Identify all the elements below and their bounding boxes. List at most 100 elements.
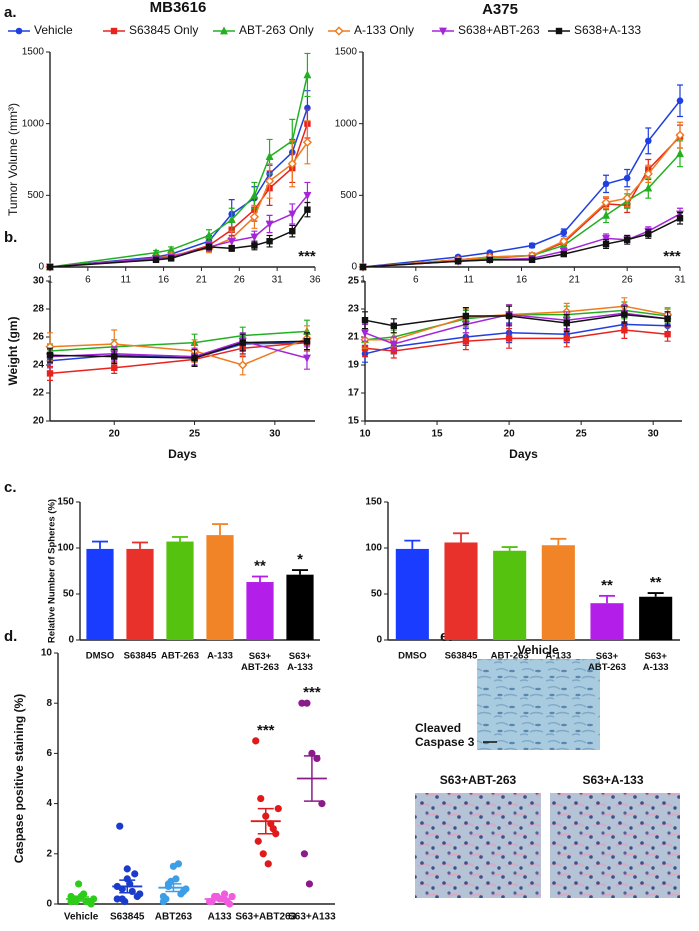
dot: [113, 895, 121, 903]
marker: [643, 169, 653, 179]
panel-label: b.: [4, 229, 17, 246]
text-line: ABT-263: [588, 661, 626, 672]
image-title: Vehicle: [517, 643, 559, 657]
y-tick-label: 150: [57, 497, 74, 508]
dot: [254, 837, 262, 845]
micrograph: [415, 793, 541, 898]
error-bar: [211, 896, 228, 901]
bar: [206, 535, 234, 640]
x-tick-label: 36: [309, 275, 321, 286]
marker: [239, 339, 246, 346]
annotation: **: [650, 574, 662, 591]
marker: [287, 159, 297, 169]
bar: [395, 548, 429, 640]
column-title: A375: [482, 1, 518, 18]
x-tick-label: S63845: [124, 651, 157, 662]
dot: [174, 860, 183, 868]
bar: [86, 548, 114, 640]
column-title: MB3616: [150, 0, 207, 16]
series-line: [362, 100, 681, 268]
marker: [676, 215, 684, 222]
dot: [131, 870, 139, 878]
y-tick-label: 0: [46, 899, 52, 910]
text-line: A-133: [287, 661, 313, 672]
marker: [251, 242, 258, 249]
marker: [602, 180, 610, 188]
marker: [389, 340, 398, 349]
marker: [560, 229, 568, 236]
annotation: *: [297, 551, 303, 568]
x-tick-label: A133: [208, 912, 232, 923]
legend-marker: [110, 27, 118, 35]
marker: [111, 364, 118, 371]
marker: [227, 215, 236, 224]
y-tick-label: 23: [348, 304, 360, 315]
y-tick-label: 8: [46, 698, 52, 709]
legend-marker: [555, 27, 563, 35]
x-tick-label: 6: [413, 275, 419, 286]
marker: [288, 210, 297, 219]
x-tick-label: S63+ A-133: [287, 651, 313, 673]
marker: [621, 326, 628, 334]
marker: [528, 256, 536, 264]
x-tick-label: S63+ABT263: [235, 912, 296, 923]
dot: [79, 890, 88, 898]
x-tick-label: S63+ ABT-263: [588, 651, 626, 673]
marker: [462, 312, 470, 320]
text-line: S63+: [289, 651, 312, 662]
marker: [602, 210, 611, 219]
marker: [454, 258, 462, 265]
legend-label: A-133 Only: [354, 23, 414, 37]
y-tick-label: 17: [348, 388, 360, 399]
x-tick-label: ABT-263: [161, 651, 199, 662]
marker: [505, 312, 513, 320]
series-line: [362, 213, 681, 268]
dot: [303, 699, 311, 707]
x-tick-label: 20: [109, 429, 121, 440]
marker: [227, 237, 236, 246]
x-tick-label: 1: [47, 275, 53, 286]
y-tick-label: 0: [68, 635, 74, 646]
bar: [126, 548, 154, 640]
marker: [46, 370, 54, 377]
y-tick-label: 1500: [335, 47, 358, 58]
x-tick-label: 16: [158, 275, 170, 286]
dot: [159, 897, 168, 906]
y-axis-label: Relative Number of Spheres (%): [47, 499, 58, 643]
marker: [559, 236, 569, 246]
x-tick-label: 10: [359, 429, 371, 440]
marker: [249, 212, 260, 222]
marker: [361, 317, 369, 324]
dot: [305, 880, 314, 888]
marker: [676, 97, 684, 105]
y-tick-label: 30: [33, 276, 45, 287]
x-tick-label: DMSO: [86, 651, 115, 662]
annotation: **: [601, 577, 613, 594]
marker: [359, 263, 367, 271]
marker: [390, 322, 398, 329]
x-tick-label: 11: [463, 275, 474, 286]
x-tick-label: S63845: [445, 651, 478, 662]
bar: [286, 574, 314, 640]
legend-label: S638+ABT-263: [458, 23, 540, 37]
y-tick-label: 22: [33, 388, 45, 399]
legend-label: ABT-263 Only: [239, 23, 314, 37]
marker: [675, 130, 685, 140]
dot: [123, 865, 131, 873]
annotation: ***: [257, 722, 275, 739]
marker: [528, 242, 536, 249]
marker: [111, 353, 118, 360]
marker: [602, 234, 611, 243]
marker: [204, 230, 214, 239]
y-axis-label: Weight (gm): [6, 316, 20, 385]
dot: [264, 860, 272, 868]
error-bar: [303, 755, 320, 802]
marker: [563, 319, 570, 327]
marker: [167, 255, 175, 262]
marker: [462, 338, 470, 345]
text-line: A-133: [643, 661, 669, 672]
y-tick-label: 26: [33, 332, 45, 343]
error-bar: [73, 896, 90, 902]
